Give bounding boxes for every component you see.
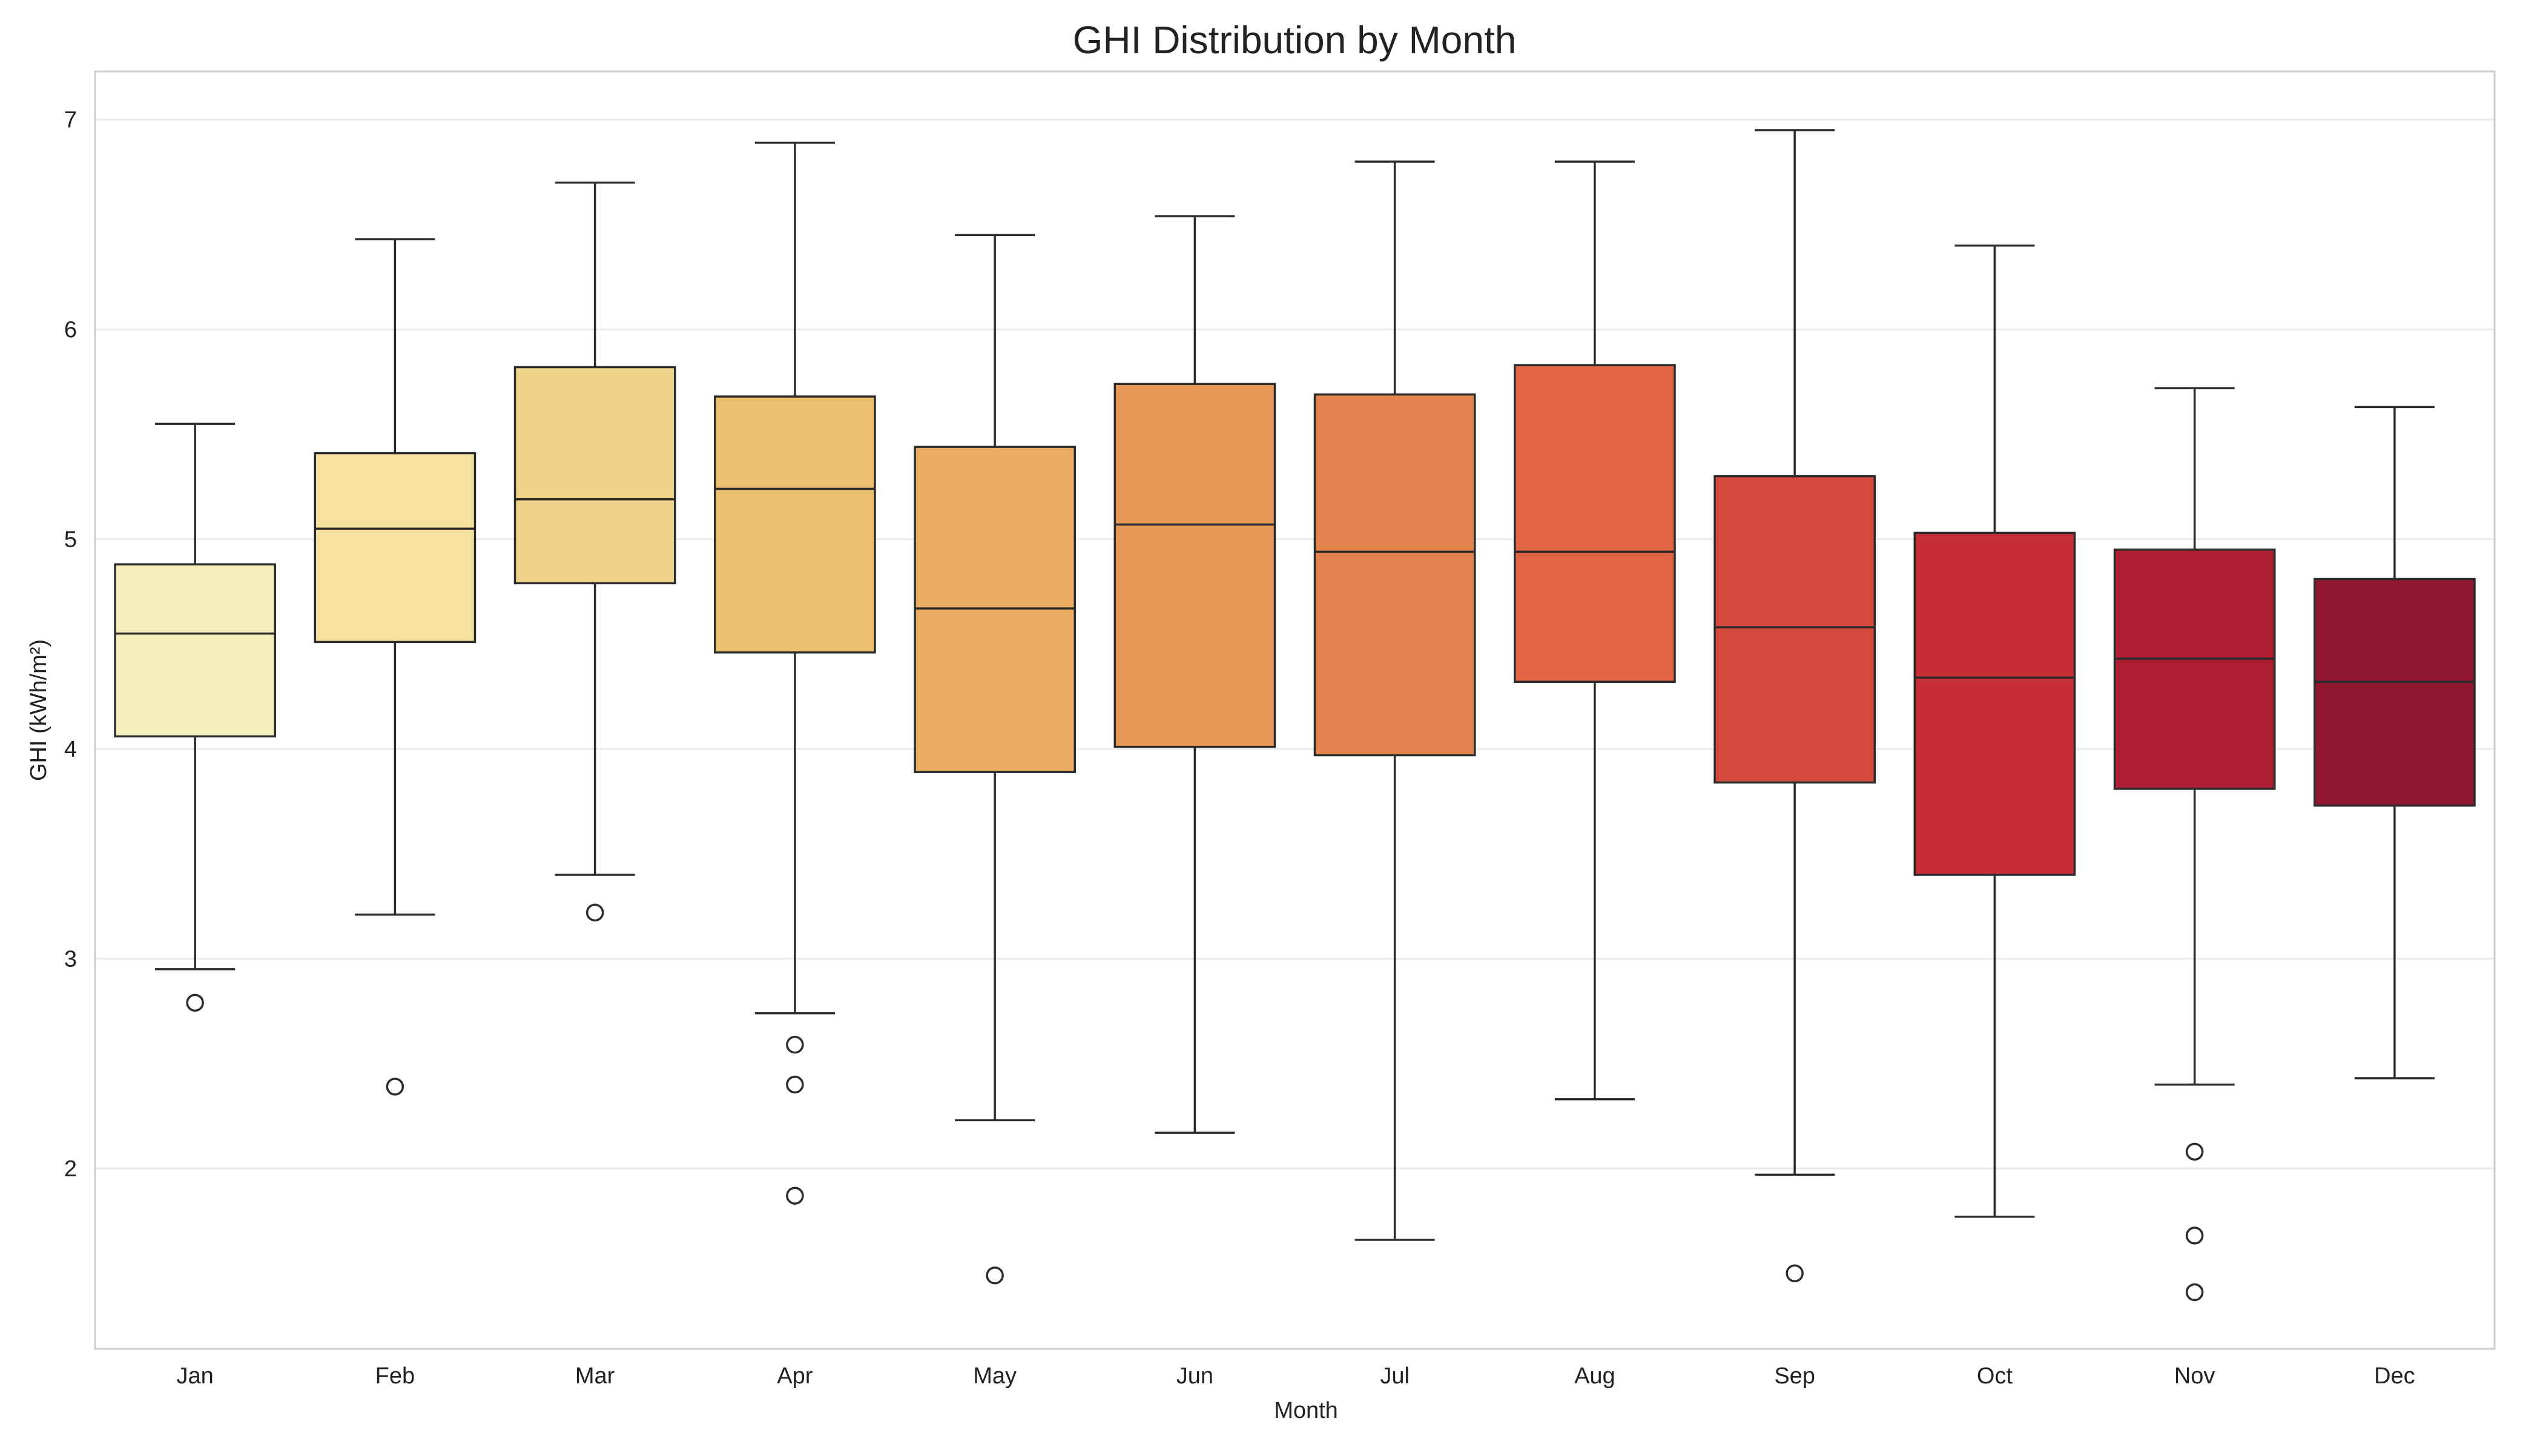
x-tick-label: Nov [2174, 1363, 2215, 1389]
outlier-point [786, 1187, 804, 1205]
x-tick-label: Sep [1774, 1363, 1815, 1389]
y-tick-label: 5 [64, 527, 77, 553]
box-aug [1514, 160, 1676, 1101]
box-nov [2113, 387, 2276, 1302]
x-tick-label: Jul [1380, 1363, 1410, 1389]
iqr-box [1713, 475, 1876, 784]
x-tick-label: Dec [2374, 1363, 2415, 1389]
iqr-box [1913, 532, 2076, 876]
x-axis-label: Month [1274, 1398, 1338, 1423]
box-feb [314, 238, 477, 1096]
outlier-point [2185, 1142, 2204, 1161]
x-tick-label: Feb [375, 1363, 415, 1389]
iqr-box [114, 563, 276, 738]
x-tick-label: Aug [1574, 1363, 1615, 1389]
outlier-point [986, 1266, 1004, 1285]
iqr-box [513, 366, 676, 585]
box-may [914, 234, 1076, 1285]
outlier-point [2185, 1283, 2204, 1302]
y-tick-label: 3 [64, 947, 77, 972]
x-tick-labels: Jan Feb Mar Apr May Jun Jul Aug Sep Oct Nov Dec [176, 1363, 2415, 1389]
box-jan [114, 423, 276, 1012]
chart-title: GHI Distribution by Month [1073, 18, 1517, 62]
x-tick-label: Mar [575, 1363, 615, 1389]
x-tick-label: Apr [777, 1363, 813, 1389]
outlier-point [386, 1078, 404, 1096]
iqr-box [2314, 578, 2476, 807]
outlier-point [585, 903, 604, 922]
box-oct [1913, 244, 2076, 1218]
iqr-box [314, 452, 477, 644]
grid-lines [95, 119, 2495, 1170]
box-apr [714, 142, 876, 1205]
iqr-box [1514, 364, 1676, 683]
y-tick-label: 6 [64, 317, 77, 343]
outlier-point [186, 993, 204, 1012]
x-tick-label: Jun [1176, 1363, 1213, 1389]
box-jun [1113, 215, 1276, 1134]
outlier-point [786, 1035, 804, 1054]
iqr-box [2113, 548, 2276, 790]
outlier-point [2185, 1227, 2204, 1245]
boxes-layer [114, 129, 2476, 1302]
box-dec [2314, 406, 2476, 1079]
y-tick-label: 4 [64, 737, 77, 762]
iqr-box [714, 395, 876, 654]
y-tick-label: 2 [64, 1156, 77, 1182]
outlier-point [1786, 1264, 1804, 1283]
x-tick-label: Jan [176, 1363, 213, 1389]
y-tick-label: 7 [64, 108, 77, 133]
y-tick-labels: 2 3 4 5 6 7 [64, 108, 77, 1182]
x-tick-label: May [973, 1363, 1017, 1389]
outlier-point [786, 1075, 804, 1094]
box-sep [1713, 129, 1876, 1283]
box-jul [1313, 160, 1476, 1241]
iqr-box [1313, 393, 1476, 757]
plot-frame [94, 70, 2496, 1350]
box-mar [513, 181, 676, 922]
y-axis-label: GHI (kWh/m²) [26, 639, 51, 781]
iqr-box [1113, 383, 1276, 748]
x-tick-label: Oct [1977, 1363, 2013, 1389]
